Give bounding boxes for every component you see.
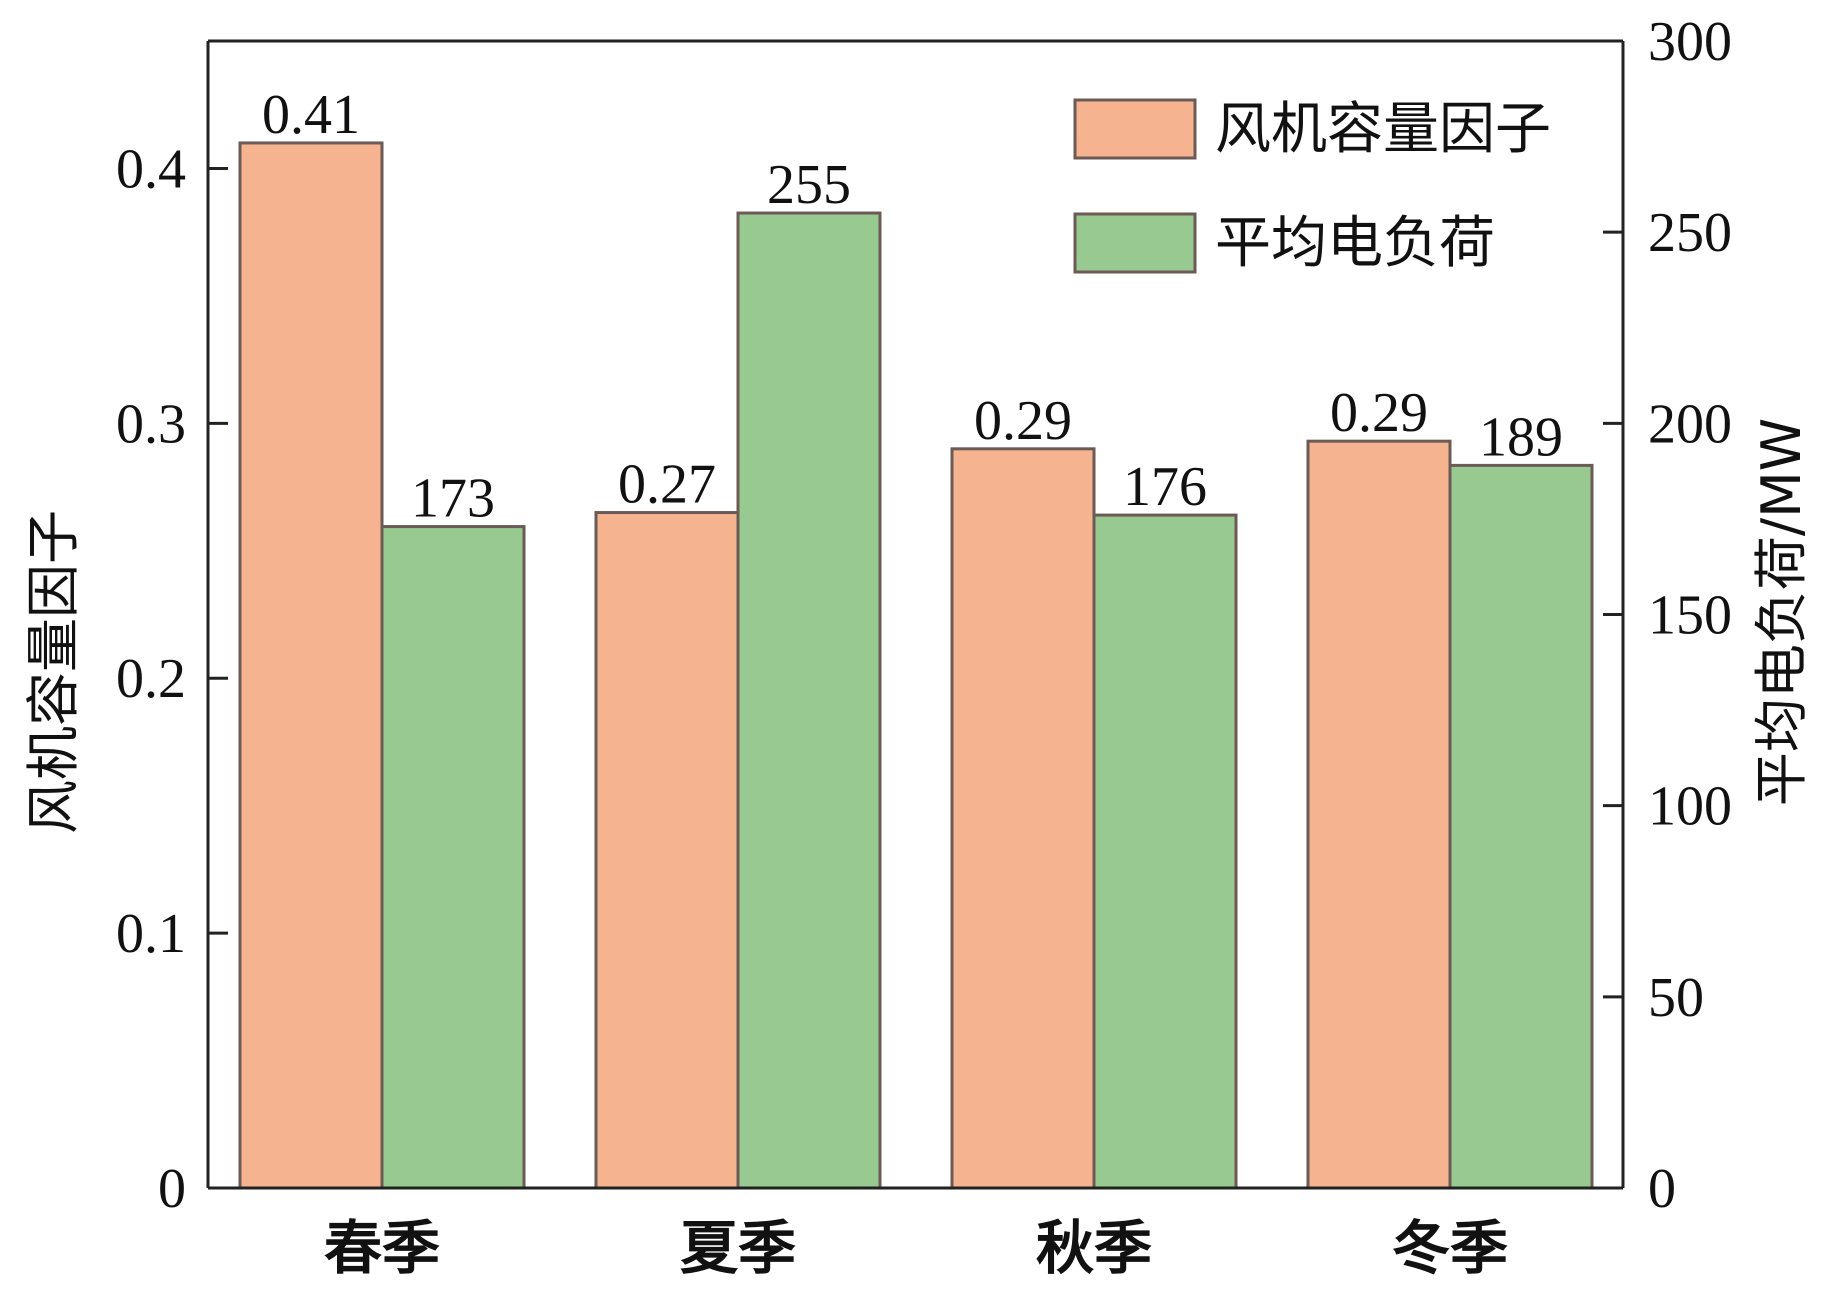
y-right-tick-label: 150 xyxy=(1648,585,1732,647)
y-right-tick-label: 300 xyxy=(1648,11,1732,73)
data-label-capacity-factor-1: 0.41 xyxy=(262,84,360,146)
y-right-tick-label: 100 xyxy=(1648,776,1732,838)
labels-layer: 0.41 173 春季 0.27 255 夏季 0.29 176 秋季 0.29 189 冬季 0 0.1… xyxy=(116,11,1732,1282)
legend-label-1: 风机容量因子 xyxy=(1215,97,1551,162)
bars-layer xyxy=(238,141,1594,1190)
y-left-tick-label: 0.1 xyxy=(116,903,186,965)
y-left-tick-label: 0.3 xyxy=(116,393,186,455)
y-axis-right-title: 平均电负荷/MW xyxy=(1750,418,1813,806)
y-left-tick-label: 0 xyxy=(158,1158,186,1220)
y-left-tick-label: 0.4 xyxy=(116,138,186,200)
data-label-capacity-factor-3: 0.29 xyxy=(974,390,1072,452)
y-right-tick-label: 250 xyxy=(1648,202,1732,264)
x-tick-label: 夏季 xyxy=(680,1214,796,1282)
x-tick-label: 春季 xyxy=(324,1214,440,1282)
bar-capacity-factor-1 xyxy=(238,141,384,1190)
bar-capacity-factor-2 xyxy=(594,511,740,1190)
legend-swatch-2 xyxy=(1073,212,1197,274)
data-label-electric-load-3: 176 xyxy=(1123,456,1207,518)
y-right-tick-label: 50 xyxy=(1648,967,1704,1029)
bar-electric-load-3 xyxy=(1092,513,1238,1190)
y-axis-left-title: 风机容量因子 xyxy=(22,510,85,834)
y-right-tick-label: 200 xyxy=(1648,393,1732,455)
data-label-electric-load-1: 173 xyxy=(411,468,495,530)
data-label-electric-load-2: 255 xyxy=(767,154,851,216)
bar-electric-load-4 xyxy=(1448,463,1594,1190)
legend-swatch-1 xyxy=(1073,98,1197,160)
data-label-capacity-factor-2: 0.27 xyxy=(618,454,716,516)
y-right-tick-label: 0 xyxy=(1648,1158,1676,1220)
y-left-tick-label: 0.2 xyxy=(116,648,186,710)
data-label-capacity-factor-4: 0.29 xyxy=(1330,382,1428,444)
x-tick-label: 冬季 xyxy=(1392,1214,1508,1282)
bar-capacity-factor-3 xyxy=(950,447,1096,1190)
bar-capacity-factor-4 xyxy=(1306,439,1452,1190)
x-tick-label: 秋季 xyxy=(1036,1214,1152,1282)
axes-layer xyxy=(206,39,1625,1190)
bar-electric-load-1 xyxy=(380,525,526,1190)
bar-electric-load-2 xyxy=(736,211,882,1190)
legend-label-2: 平均电负荷 xyxy=(1215,211,1495,276)
data-label-electric-load-4: 189 xyxy=(1479,406,1563,468)
